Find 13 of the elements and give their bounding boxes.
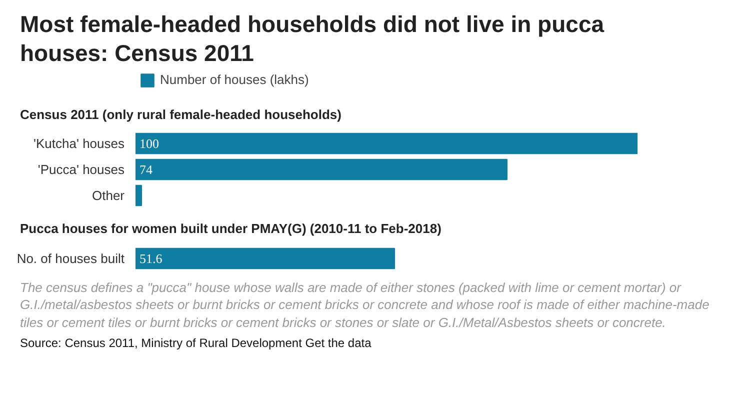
- chart-title: Most female-headed households did not live in pucca houses: Census 2011: [20, 10, 606, 68]
- source-note: Source: Census 2011, Ministry of Rural Development Get the data: [20, 335, 372, 352]
- y-tick-label: 'Kutcha' houses: [34, 136, 125, 152]
- data-label: 51.6: [140, 250, 163, 266]
- chart-subtitle: Pucca houses for women built under PMAY(G) (2010-11 to Feb-2018): [20, 220, 442, 238]
- data-label: 74: [140, 162, 154, 178]
- y-tick-label: No. of houses built: [16, 250, 125, 266]
- y-tick-label: 'Pucca' houses: [38, 162, 125, 178]
- chart-subtitle: Census 2011 (only rural female-headed households): [20, 106, 342, 124]
- annotation: The census defines a "pucca" house whose walls are made of either stones (packed with lime or cement mortar) or G.I./metal/asbestos sheets or burnt bricks or cement bricks or concrete and whose roof is made of either machine-made tiles or cement tiles or burnt bricks or cement bricks or stones or slate or G.I./Metal/Asbestos sheets or concrete.: [20, 278, 710, 332]
- legend-label: Number of houses (lakhs): [160, 72, 309, 87]
- data-label: 100: [140, 136, 160, 152]
- y-tick-label: Other: [92, 188, 126, 204]
